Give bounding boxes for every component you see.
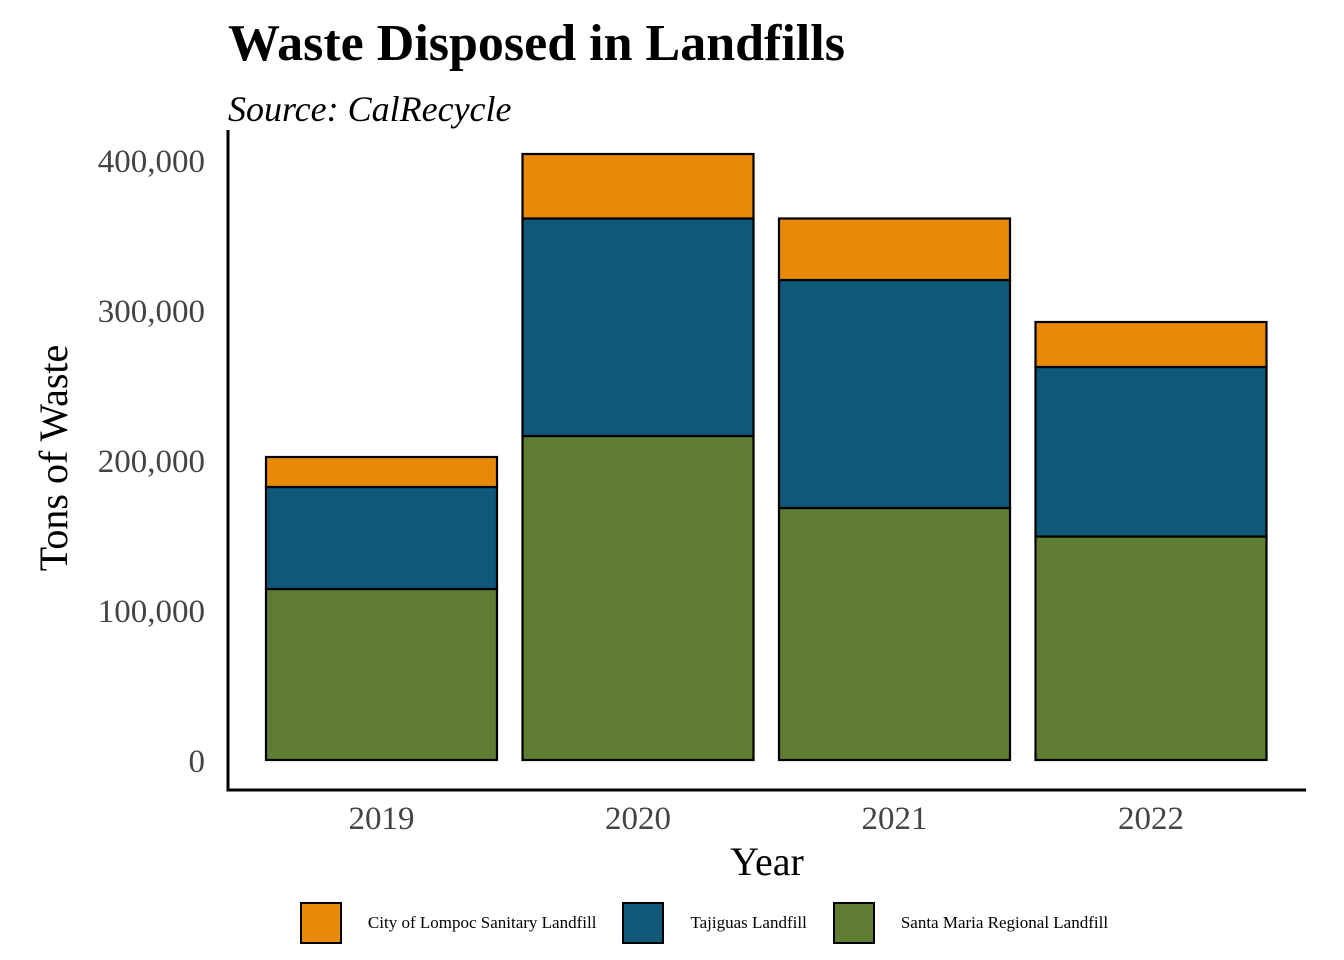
bar-2019-series-0 — [264, 587, 499, 762]
legend: City of Lompoc Sanitary Landfill Tajiguas… — [0, 902, 1344, 944]
legend-label: Tajiguas Landfill — [690, 913, 807, 932]
y-axis-title: Tons of Waste — [31, 345, 76, 572]
bar-2021-series-0 — [777, 506, 1012, 762]
x-tick-label: 2022 — [1118, 801, 1184, 837]
bar-2020-series-0 — [521, 434, 755, 762]
bar-2021-series-2 — [777, 217, 1012, 282]
bar-2019-series-2 — [264, 455, 499, 489]
x-axis-title: Year — [730, 839, 804, 884]
bar-2022-series-2 — [1034, 320, 1268, 369]
bar-2019-series-1 — [264, 485, 499, 591]
y-tick-label: 300,000 — [98, 294, 205, 330]
legend-label: Santa Maria Regional Landfill — [900, 913, 1109, 932]
legend-swatch — [299, 902, 342, 944]
x-tick-label: 2021 — [862, 801, 928, 837]
legend-item: City of Lompoc Sanitary Landfill — [299, 902, 597, 944]
legend-swatch — [832, 902, 875, 944]
y-tick-label: 0 — [189, 744, 206, 780]
legend-label: City of Lompoc Sanitary Landfill — [367, 913, 597, 932]
chart-subtitle: Source: CalRecycle — [228, 89, 512, 129]
bar-2022-series-0 — [1034, 535, 1268, 762]
y-tick-label: 100,000 — [98, 594, 205, 630]
x-axis-ticks: 2019 2020 2021 2022 — [349, 801, 1185, 837]
bar-2021-series-1 — [777, 278, 1012, 510]
y-tick-label: 200,000 — [98, 444, 205, 480]
y-axis-ticks: 0 100,000 200,000 300,000 400,000 — [98, 144, 205, 780]
bar-2020-series-2 — [521, 152, 755, 220]
x-tick-label: 2019 — [349, 801, 415, 837]
bar-2022-series-1 — [1034, 365, 1268, 538]
y-tick-label: 400,000 — [98, 144, 205, 180]
legend-item: Santa Maria Regional Landfill — [832, 902, 1109, 944]
bar-2020-series-1 — [521, 217, 755, 438]
legend-swatch — [622, 902, 665, 944]
legend-item: Tajiguas Landfill — [622, 902, 807, 944]
x-tick-label: 2020 — [605, 801, 671, 837]
bar-group — [264, 152, 1268, 762]
chart-title: Waste Disposed in Landfills — [228, 15, 845, 72]
